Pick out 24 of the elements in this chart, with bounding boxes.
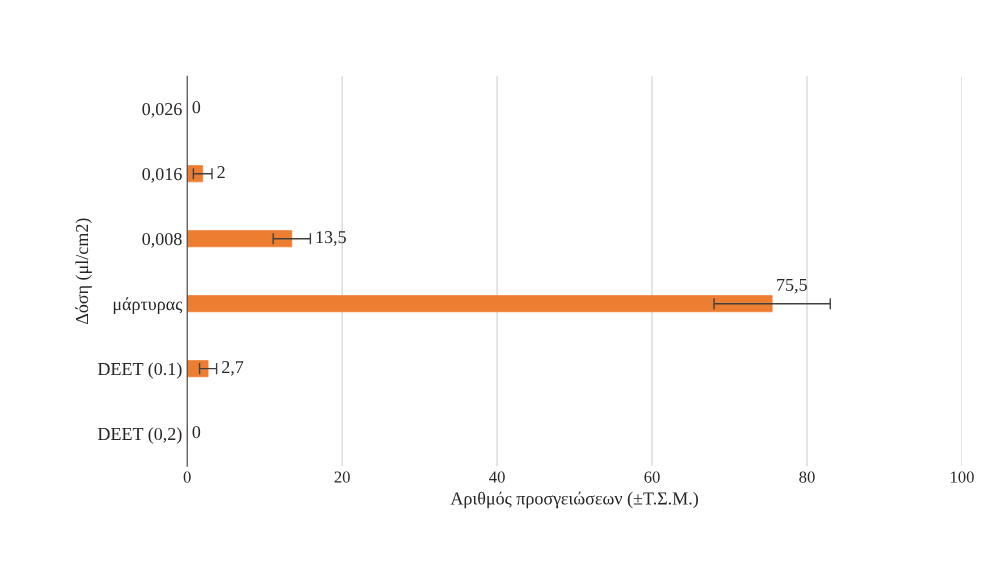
bar: [187, 165, 204, 183]
y-tick-label: 0,008: [142, 232, 182, 248]
data-label: 0: [192, 425, 201, 439]
x-tick-label: 60: [644, 471, 660, 483]
x-tick-label: 0: [183, 471, 191, 483]
y-tick-label: 0,026: [142, 103, 182, 118]
x-tick-label: 80: [799, 471, 815, 483]
bar: [187, 295, 773, 313]
data-label: 2: [217, 166, 225, 179]
data-label: 2,7: [222, 361, 244, 376]
data-label: 13,5: [316, 231, 346, 246]
y-axis-title: Δόση (μl/cm2): [75, 218, 92, 325]
bar: [187, 360, 209, 378]
y-tick-label: DEET (0.1): [97, 362, 182, 379]
x-axis-title: Αριθμός προσγειώσεων (±Τ.Σ.Μ.): [450, 491, 698, 509]
data-label: 75,5: [777, 278, 807, 294]
x-tick-label: 20: [334, 471, 350, 483]
y-tick-label: DEET (0,2): [97, 427, 182, 444]
data-label: 0: [192, 101, 201, 114]
y-tick-label: 0,016: [142, 167, 182, 183]
x-tick-label: 40: [489, 471, 505, 483]
x-tick-label: 100: [950, 471, 974, 483]
y-tick-label: μάρτυρας: [113, 297, 183, 314]
bar: [187, 230, 293, 248]
